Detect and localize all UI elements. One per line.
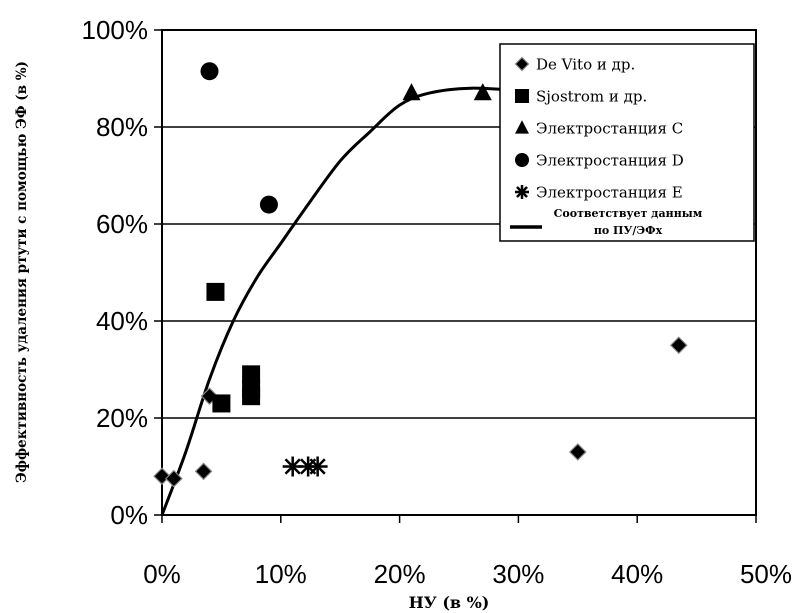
y-tick-label: 60% bbox=[96, 209, 148, 239]
point-square bbox=[206, 282, 225, 301]
y-axis-title: Эффективность удаления ртути с помощью Э… bbox=[14, 61, 30, 483]
y-tick-label: 80% bbox=[96, 112, 148, 142]
fit-curve bbox=[160, 86, 519, 516]
point-diamond bbox=[153, 467, 171, 486]
point-square bbox=[242, 387, 261, 406]
point-triangle bbox=[402, 83, 421, 101]
legend-label: Электростанция C bbox=[536, 120, 683, 138]
y-tick-label: 100% bbox=[82, 15, 149, 45]
point-square bbox=[242, 365, 261, 384]
legend-box bbox=[499, 43, 755, 242]
legend-label: Sjostrom и др. bbox=[536, 88, 647, 106]
x-tick-label: 40% bbox=[611, 559, 663, 589]
legend-fit-label-line2: по ПУ/ЭФх bbox=[594, 224, 663, 237]
point-asterisk bbox=[307, 456, 328, 477]
point-diamond bbox=[165, 469, 183, 488]
x-tick-label: 50% bbox=[740, 559, 792, 589]
fit-curve-layer bbox=[160, 86, 519, 516]
point-diamond bbox=[194, 462, 213, 481]
plot-area bbox=[161, 29, 757, 516]
legend-marker-triangle bbox=[515, 120, 529, 134]
legend-fit-label-line1: Соответствует данным bbox=[554, 207, 703, 220]
point-circle bbox=[259, 195, 278, 214]
legend-marker-square bbox=[515, 89, 529, 103]
x-axis-title: НУ (в %) bbox=[409, 593, 490, 612]
point-triangle bbox=[473, 83, 492, 101]
x-tick-label: 30% bbox=[492, 559, 544, 589]
legend-label: Электростанция E bbox=[536, 184, 683, 202]
legend-marker-asterisk bbox=[515, 185, 529, 199]
legend: De Vito и др. Sjostrom и др. Электростанци… bbox=[499, 43, 755, 242]
legend-label: Электростанция D bbox=[536, 152, 684, 170]
legend-label: De Vito и др. bbox=[536, 56, 635, 74]
point-diamond bbox=[568, 443, 587, 461]
y-tick-label: 0% bbox=[110, 500, 148, 530]
x-tick-label: 20% bbox=[374, 559, 426, 589]
legend-marker-diamond bbox=[514, 56, 530, 72]
point-circle bbox=[200, 62, 219, 81]
x-tick-label: 0% bbox=[143, 559, 181, 589]
data-points bbox=[153, 62, 688, 488]
y-tick-label: 40% bbox=[96, 306, 148, 336]
axis-ticks: 0% 20% 40% 60% 80% 100% 0% 10% 20% 30% 40% 50% bbox=[82, 15, 793, 589]
legend-marker-circle bbox=[515, 153, 529, 167]
point-diamond bbox=[669, 336, 688, 355]
y-tick-label: 20% bbox=[96, 403, 148, 433]
x-tick-label: 10% bbox=[255, 559, 307, 589]
point-square bbox=[212, 394, 231, 413]
